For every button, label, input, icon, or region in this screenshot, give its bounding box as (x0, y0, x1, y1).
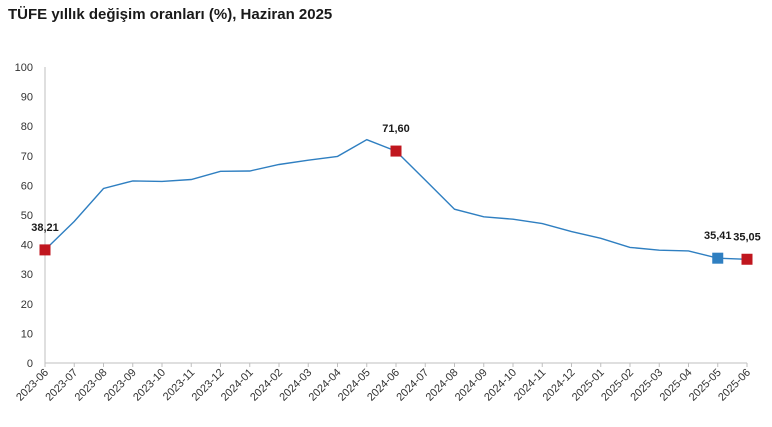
x-tick-label: 2023-10 (131, 367, 168, 404)
y-tick-label: 40 (21, 240, 33, 252)
y-tick-label: 50 (21, 210, 33, 222)
y-tick-label: 90 (21, 92, 33, 104)
data-label: 71,60 (382, 123, 410, 135)
y-tick-label: 60 (21, 180, 33, 192)
axes (44, 67, 747, 364)
x-tick-label: 2025-06 (716, 367, 753, 404)
chart-title: TÜFE yıllık değişim oranları (%), Hazira… (8, 6, 333, 23)
data-marker (39, 244, 51, 256)
y-tick-label: 10 (21, 328, 33, 340)
data-marker (390, 145, 402, 157)
y-tick-label: 0 (27, 358, 33, 370)
y-tick-label: 70 (21, 151, 33, 163)
y-tick-label: 20 (21, 299, 33, 311)
data-labels-layer: 38,21 71,60 35,41 35,05 (31, 123, 761, 243)
series-line (44, 138, 748, 260)
series-layer (44, 138, 748, 260)
data-label: 38,21 (31, 222, 59, 234)
data-label: 35,05 (733, 231, 761, 243)
y-tick-label: 30 (21, 269, 33, 281)
y-tick-label: 80 (21, 121, 33, 133)
y-tick-label: 100 (15, 62, 33, 74)
x-axis-ticks: 2023-062023-072023-082023-092023-102023-… (14, 363, 753, 404)
data-label: 35,41 (704, 230, 732, 242)
data-marker (712, 252, 724, 264)
x-tick-label: 2024-10 (482, 367, 519, 404)
markers-layer (39, 145, 753, 265)
y-axis-ticks: 0 10 20 30 40 50 60 70 80 90 100 (15, 62, 33, 370)
data-marker (741, 253, 753, 265)
